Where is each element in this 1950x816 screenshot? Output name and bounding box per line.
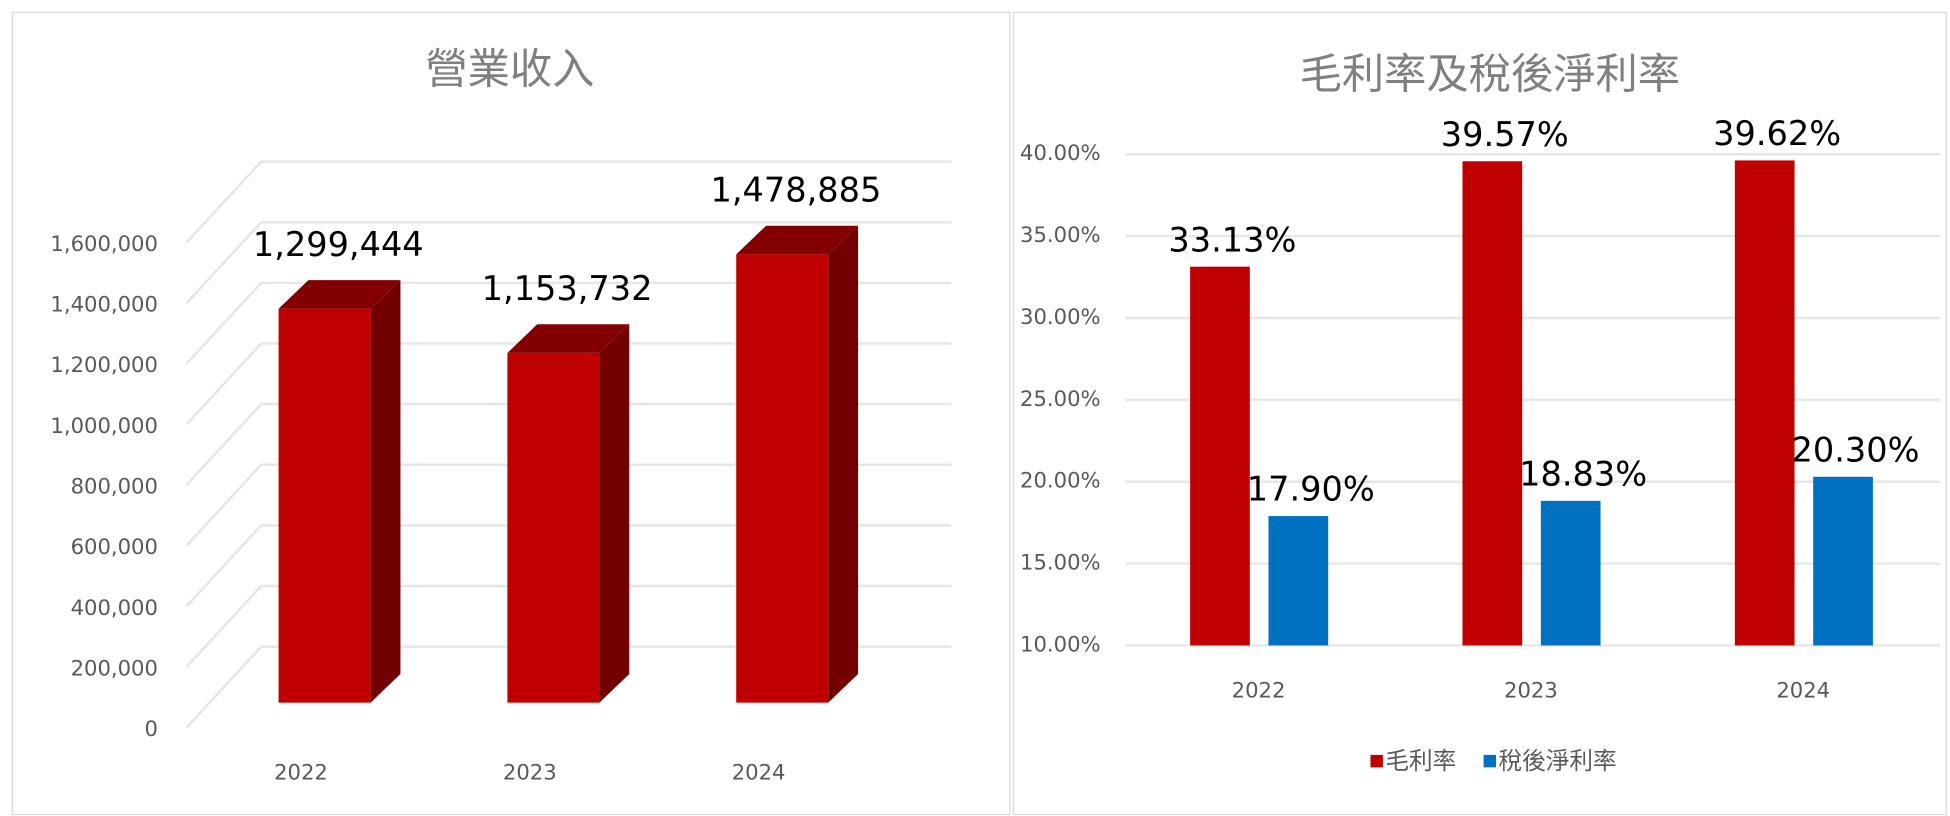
y-tick-label: 35.00%: [1020, 222, 1101, 247]
chart-title: 毛利率及稅後淨利率: [1300, 50, 1680, 99]
y-tick-label: 400,000: [71, 595, 158, 620]
y-tick-label: 20.00%: [1020, 468, 1101, 493]
y-tick-label: 10.00%: [1020, 631, 1101, 656]
grid-line: [185, 463, 952, 547]
chart-title: 營業收入: [425, 45, 594, 94]
bar: [1462, 161, 1523, 646]
legend-swatch: [1370, 754, 1383, 768]
y-tick-label: 30.00%: [1020, 304, 1101, 329]
data-label: 39.57%: [1441, 115, 1569, 154]
y-tick-label: 1,000,000: [50, 413, 158, 438]
x-tick-label: 2023: [503, 760, 557, 785]
x-tick-label: 2022: [274, 760, 328, 785]
grid-line: [185, 160, 952, 244]
grid-line: [185, 584, 952, 668]
y-tick-label: 1,200,000: [50, 352, 158, 377]
data-label: 1,299,444: [253, 225, 424, 264]
y-tick-label: 1,400,000: [50, 292, 158, 317]
y-tick-label: 800,000: [71, 473, 158, 498]
y-tick-label: 600,000: [71, 534, 158, 559]
grid-line: [185, 281, 952, 365]
data-label: 18.83%: [1519, 454, 1647, 493]
canvas: 營業收入 毛利率及稅後淨利率 0 200,000 400,000 600,000 800…: [11, 11, 1947, 816]
data-label: 1,478,885: [711, 171, 882, 210]
y-tick-label: 15.00%: [1020, 550, 1101, 575]
bar-side: [828, 225, 859, 703]
bar: [507, 352, 600, 703]
bar-side: [599, 324, 630, 703]
y-tick-label: 200,000: [71, 655, 158, 680]
data-label: 1,153,732: [482, 269, 653, 308]
x-tick-label: 2024: [732, 760, 786, 785]
bar: [736, 254, 829, 703]
y-tick-label: 1,600,000: [50, 231, 158, 256]
bar: [1268, 516, 1329, 646]
x-tick-label: 2023: [1504, 677, 1558, 702]
data-label: 20.30%: [1791, 430, 1919, 469]
y-tick-label: 40.00%: [1020, 140, 1101, 165]
grid-line: [185, 342, 952, 426]
bar: [1734, 160, 1795, 646]
data-label: 33.13%: [1168, 220, 1296, 259]
x-tick-label: 2022: [1232, 677, 1286, 702]
bar: [1813, 476, 1873, 646]
bar-side: [370, 280, 401, 703]
grid-line: [185, 524, 952, 608]
data-label: 39.62%: [1713, 114, 1841, 153]
legend-label: 稅後淨利率: [1499, 747, 1617, 775]
bar: [1540, 500, 1601, 646]
bar-top: [278, 280, 401, 309]
bar: [278, 308, 371, 703]
legend-swatch: [1483, 754, 1497, 768]
bar-top: [507, 324, 630, 353]
y-tick-label: 25.00%: [1020, 386, 1101, 411]
legend-label: 毛利率: [1385, 747, 1456, 775]
grid-line: [185, 221, 952, 304]
x-tick-label: 2024: [1776, 677, 1830, 702]
grid-line: [185, 402, 952, 486]
data-label: 17.90%: [1247, 470, 1375, 509]
y-tick-label: 0: [144, 716, 157, 741]
grid-line: [185, 645, 952, 729]
bar-top: [736, 225, 859, 255]
bar: [1190, 266, 1250, 646]
